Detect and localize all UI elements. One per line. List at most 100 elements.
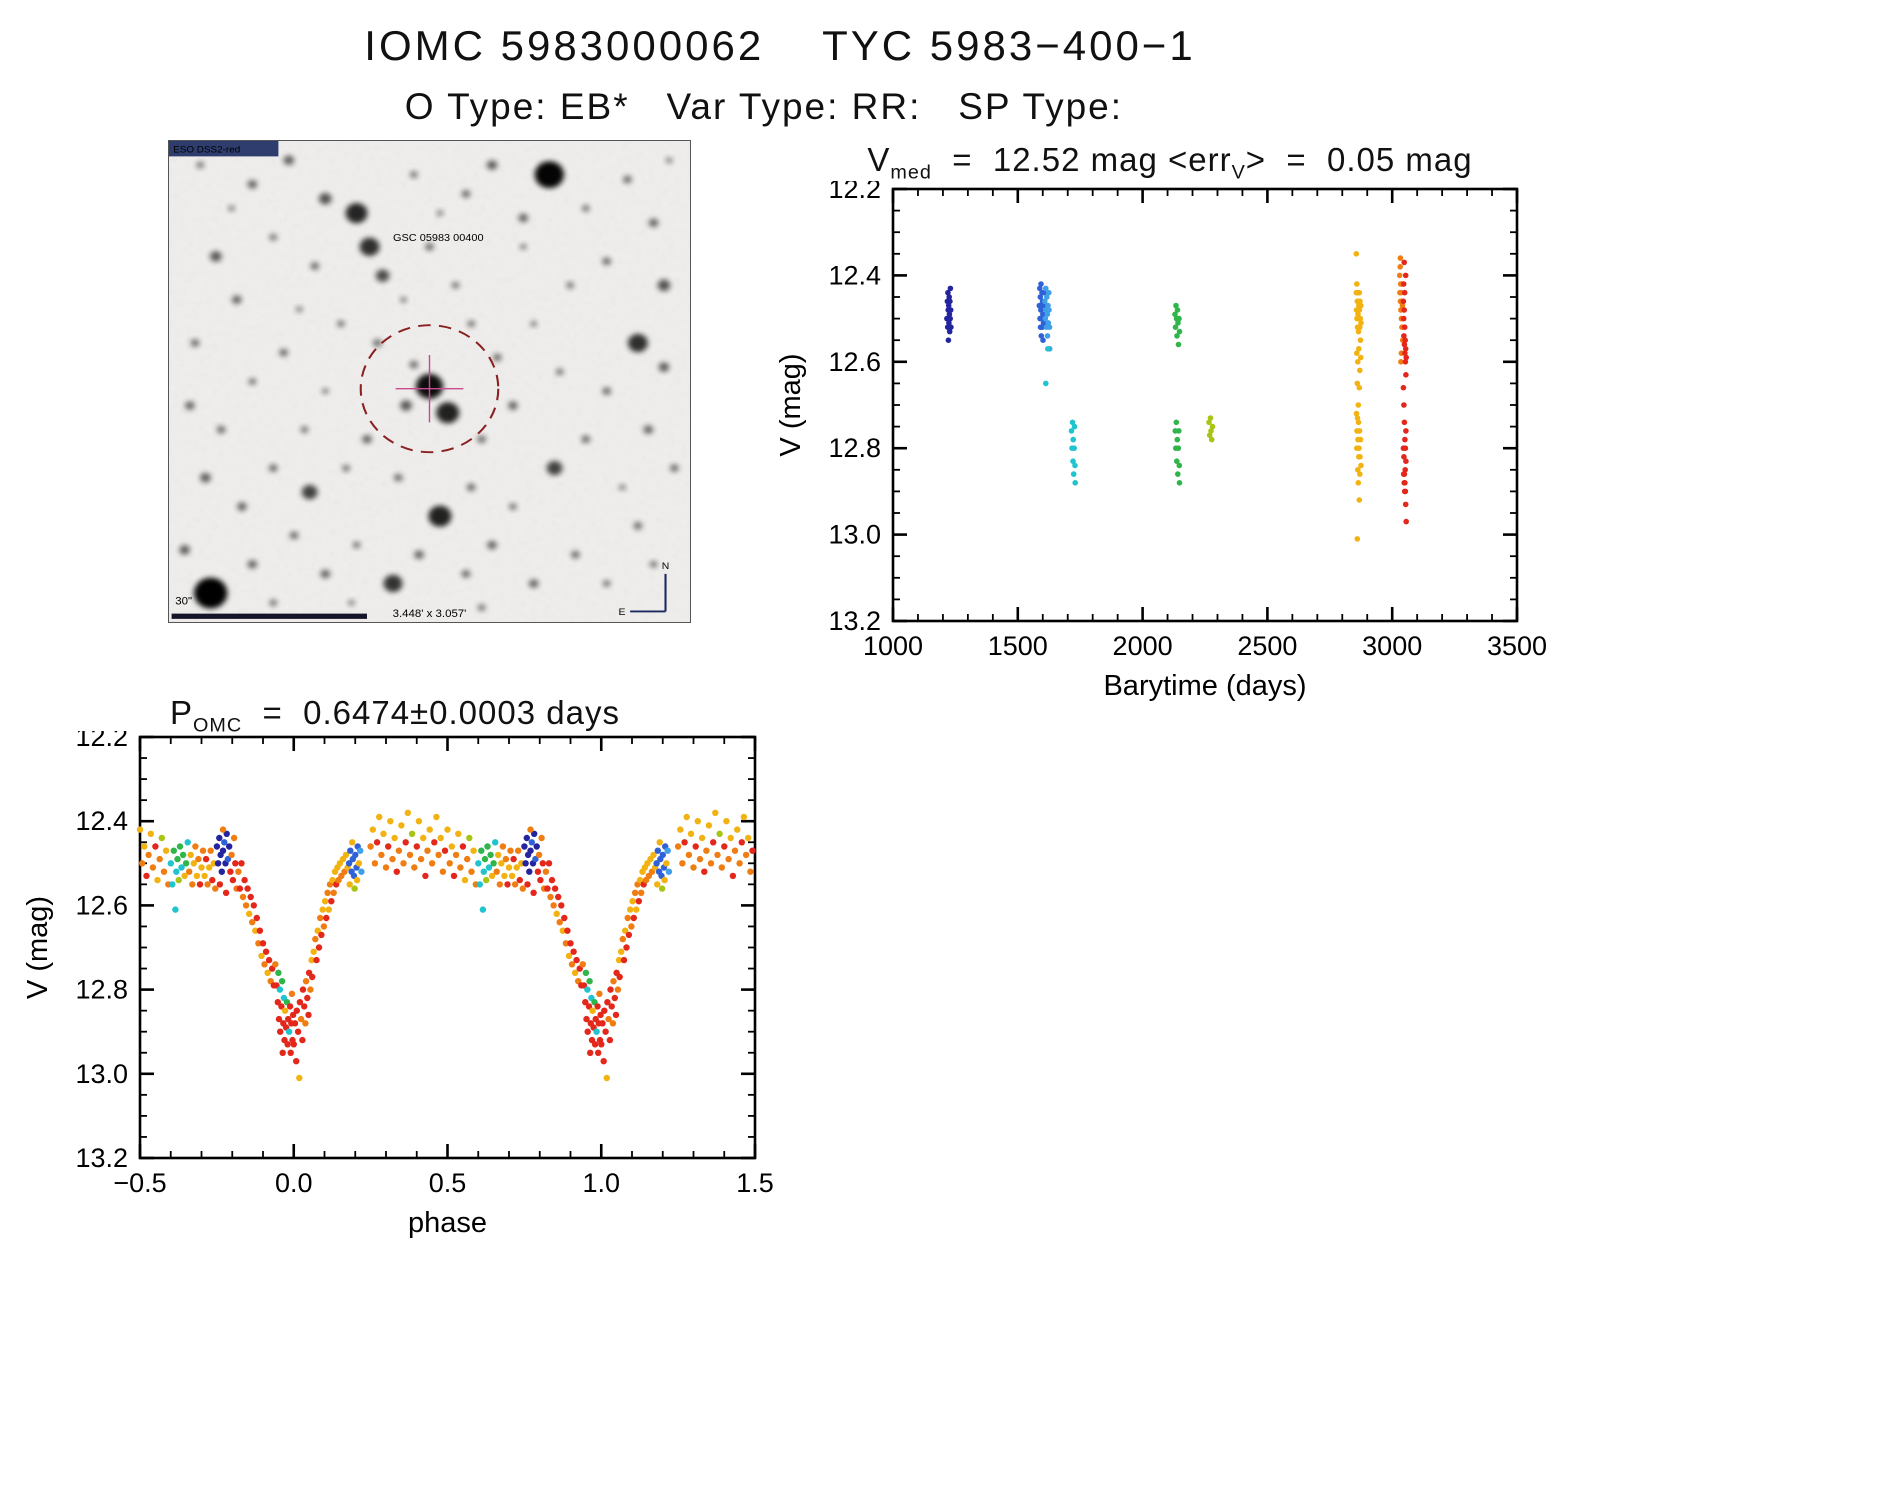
data-point [297, 1015, 305, 1023]
data-point [1401, 307, 1407, 313]
data-point [417, 855, 425, 863]
data-point [253, 914, 260, 922]
data-point [694, 818, 701, 825]
data-point [1355, 359, 1361, 365]
data-point [681, 839, 688, 846]
data-point [347, 847, 354, 854]
data-point [571, 969, 579, 976]
star [194, 577, 228, 609]
data-point [534, 868, 542, 875]
data-point [353, 876, 361, 884]
star [425, 242, 434, 251]
data-point [1206, 419, 1212, 426]
star [375, 269, 390, 282]
data-point [488, 872, 496, 880]
data-point [244, 885, 251, 892]
data-point [324, 889, 331, 896]
data-point [186, 868, 193, 875]
data-point [288, 1020, 295, 1027]
data-point [212, 885, 219, 892]
star [232, 295, 242, 305]
data-point [286, 1003, 294, 1010]
data-point [544, 885, 551, 892]
data-point [1402, 350, 1408, 356]
data-point [659, 851, 666, 859]
data-point [1358, 302, 1364, 309]
data-point [545, 860, 553, 867]
data-point [170, 847, 177, 854]
star [300, 426, 309, 433]
data-point [475, 860, 482, 867]
data-point [398, 822, 405, 829]
data-point [145, 851, 152, 859]
data-point [712, 809, 719, 816]
title-text: = 0.6474±0.0003 days [242, 694, 620, 731]
sky-finder-svg: ESO DSS2-red GSC 05983 00400 30" 3.448' … [169, 141, 690, 622]
x-tick-label: 2500 [1237, 631, 1297, 661]
data-point [265, 956, 273, 964]
data-point [325, 906, 332, 913]
data-point [369, 826, 376, 833]
data-point [426, 826, 433, 833]
data-point [1355, 480, 1362, 486]
data-point [1356, 346, 1362, 352]
data-point [1042, 298, 1048, 305]
data-point [1400, 445, 1407, 452]
data-point [345, 860, 353, 867]
data-point [1357, 337, 1364, 343]
data-point [167, 860, 174, 867]
data-point [272, 961, 279, 968]
star [467, 320, 475, 328]
data-point [487, 851, 494, 859]
data-point [351, 885, 358, 892]
data-point [1046, 324, 1053, 330]
data-point [179, 851, 187, 859]
data-point [1173, 302, 1179, 309]
data-point [533, 843, 540, 850]
compass-east-label: E [618, 607, 625, 618]
data-point [731, 847, 739, 854]
data-point [355, 860, 363, 867]
data-point [371, 860, 379, 867]
star [345, 203, 368, 224]
data-point [623, 944, 630, 951]
data-point [408, 830, 416, 837]
data-point [259, 940, 267, 947]
data-point [947, 315, 953, 322]
data-point [1172, 311, 1178, 318]
star [269, 464, 278, 472]
data-point [218, 868, 225, 875]
data-point [1402, 467, 1408, 473]
data-point [264, 969, 271, 976]
data-point [1172, 324, 1179, 330]
data-point [382, 864, 390, 871]
data-point [1396, 272, 1403, 279]
data-point [1357, 471, 1363, 477]
data-point [745, 834, 752, 842]
star [648, 218, 659, 228]
x-tick-label: 1500 [988, 631, 1048, 661]
data-point [226, 843, 233, 850]
data-point [141, 843, 148, 850]
data-point [296, 999, 304, 1006]
data-point [481, 855, 489, 863]
data-point [228, 851, 235, 859]
data-point [277, 1028, 284, 1035]
data-point [1397, 255, 1404, 261]
data-point [289, 1011, 297, 1019]
star [581, 435, 590, 444]
data-point [550, 902, 557, 909]
data-point [636, 876, 644, 884]
data-point [582, 999, 589, 1006]
data-point [190, 860, 197, 867]
data-point [513, 864, 520, 871]
data-point [162, 847, 170, 854]
data-point [182, 860, 190, 867]
data-point [1357, 315, 1364, 322]
data-point [367, 843, 374, 850]
data-point [947, 285, 954, 292]
plot-frame [891, 187, 1519, 623]
data-point [224, 855, 232, 863]
star [196, 161, 204, 169]
data-point [387, 818, 394, 825]
